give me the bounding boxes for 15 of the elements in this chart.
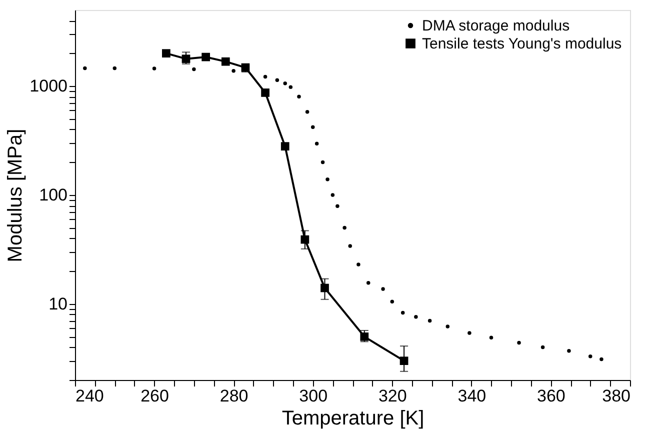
y-tick-label: 10: [48, 294, 68, 314]
x-tick-label: 280: [220, 386, 248, 406]
x-tick-label: 320: [378, 386, 407, 406]
x-tick-label: 260: [140, 386, 169, 406]
y-tick-label: 1000: [30, 76, 68, 96]
x-tick-label: 380: [602, 386, 630, 406]
x-tick-label: 240: [76, 386, 104, 406]
x-tick-label: 300: [299, 386, 328, 406]
x-tick-label: 340: [458, 386, 486, 406]
x-axis-title: Temperature [K]: [282, 408, 424, 430]
y-tick-label: 100: [39, 186, 68, 204]
x-tick-label: 360: [537, 386, 566, 406]
legend-label: Tensile tests Young's modulus: [422, 36, 622, 52]
legend-label: DMA storage modulus: [422, 18, 570, 34]
y-axis-title: Modulus [MPa]: [4, 128, 27, 262]
